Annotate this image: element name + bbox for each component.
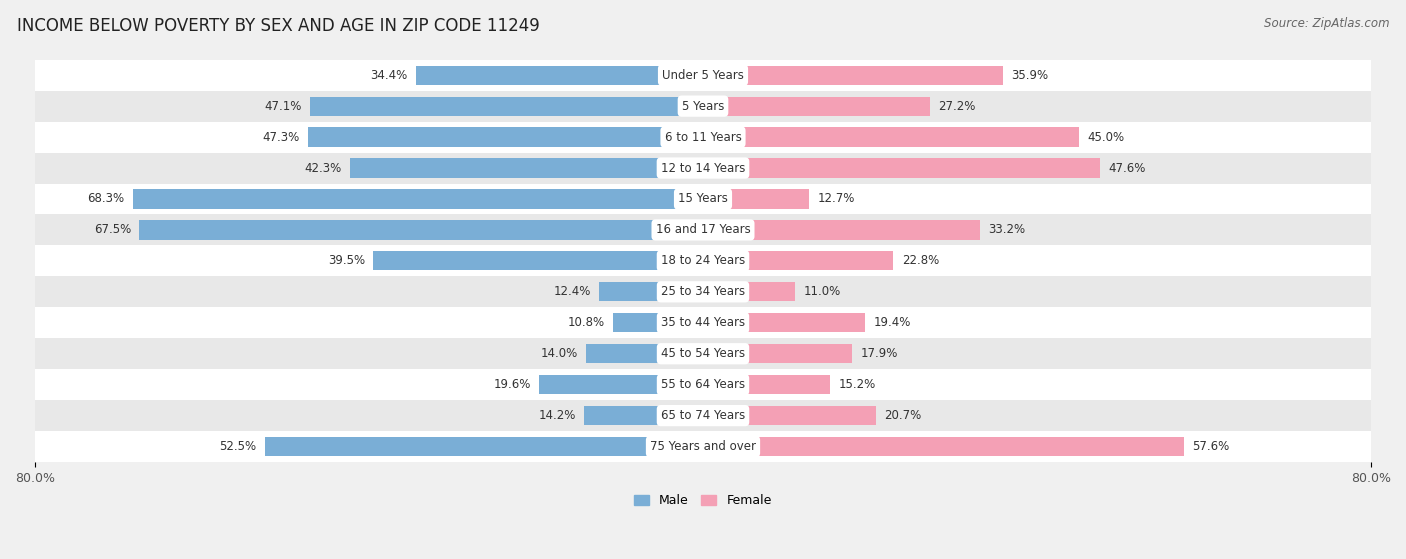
Text: 15 Years: 15 Years (678, 192, 728, 206)
Text: 39.5%: 39.5% (328, 254, 364, 267)
Bar (35, 369, 1371, 400)
Bar (703, 97, 931, 116)
Text: 35.9%: 35.9% (1011, 69, 1049, 82)
Bar (35, 338, 1371, 369)
Bar (703, 437, 1184, 456)
Text: 35 to 44 Years: 35 to 44 Years (661, 316, 745, 329)
Bar (308, 127, 703, 146)
Bar (139, 220, 703, 239)
Bar (703, 65, 1002, 85)
Bar (373, 252, 703, 271)
Bar (35, 245, 1371, 276)
Text: 75 Years and over: 75 Years and over (650, 440, 756, 453)
Text: 15.2%: 15.2% (838, 378, 876, 391)
Bar (264, 437, 703, 456)
Bar (35, 183, 1371, 215)
Text: 47.6%: 47.6% (1109, 162, 1146, 174)
Bar (35, 276, 1371, 307)
Bar (35, 307, 1371, 338)
Text: 22.8%: 22.8% (901, 254, 939, 267)
Bar (703, 158, 1101, 178)
Text: 10.8%: 10.8% (568, 316, 605, 329)
Bar (613, 313, 703, 333)
Legend: Male, Female: Male, Female (630, 489, 776, 512)
Text: 12.4%: 12.4% (554, 285, 591, 299)
Text: 19.6%: 19.6% (494, 378, 531, 391)
Bar (132, 190, 703, 209)
Text: 17.9%: 17.9% (860, 347, 898, 360)
Bar (599, 282, 703, 301)
Text: 47.1%: 47.1% (264, 100, 301, 113)
Text: 68.3%: 68.3% (87, 192, 124, 206)
Text: 33.2%: 33.2% (988, 224, 1026, 236)
Text: 57.6%: 57.6% (1192, 440, 1230, 453)
Text: Source: ZipAtlas.com: Source: ZipAtlas.com (1264, 17, 1389, 30)
Bar (35, 400, 1371, 431)
Bar (703, 190, 808, 209)
Text: 18 to 24 Years: 18 to 24 Years (661, 254, 745, 267)
Text: 14.2%: 14.2% (538, 409, 576, 422)
Bar (35, 431, 1371, 462)
Bar (586, 344, 703, 363)
Bar (35, 215, 1371, 245)
Text: 5 Years: 5 Years (682, 100, 724, 113)
Bar (35, 122, 1371, 153)
Bar (703, 282, 794, 301)
Text: 45 to 54 Years: 45 to 54 Years (661, 347, 745, 360)
Text: 12.7%: 12.7% (817, 192, 855, 206)
Text: 52.5%: 52.5% (219, 440, 256, 453)
Bar (35, 60, 1371, 91)
Text: 47.3%: 47.3% (263, 131, 299, 144)
Bar (703, 252, 893, 271)
Bar (585, 406, 703, 425)
Text: 34.4%: 34.4% (370, 69, 408, 82)
Text: INCOME BELOW POVERTY BY SEX AND AGE IN ZIP CODE 11249: INCOME BELOW POVERTY BY SEX AND AGE IN Z… (17, 17, 540, 35)
Bar (703, 375, 830, 394)
Text: 11.0%: 11.0% (803, 285, 841, 299)
Text: 6 to 11 Years: 6 to 11 Years (665, 131, 741, 144)
Bar (416, 65, 703, 85)
Text: 65 to 74 Years: 65 to 74 Years (661, 409, 745, 422)
Bar (703, 313, 865, 333)
Text: 67.5%: 67.5% (94, 224, 131, 236)
Bar (703, 127, 1078, 146)
Bar (703, 220, 980, 239)
Bar (35, 91, 1371, 122)
Bar (35, 153, 1371, 183)
Bar (703, 406, 876, 425)
Text: Under 5 Years: Under 5 Years (662, 69, 744, 82)
Bar (350, 158, 703, 178)
Bar (540, 375, 703, 394)
Text: 42.3%: 42.3% (304, 162, 342, 174)
Bar (309, 97, 703, 116)
Text: 55 to 64 Years: 55 to 64 Years (661, 378, 745, 391)
Text: 19.4%: 19.4% (873, 316, 911, 329)
Text: 27.2%: 27.2% (938, 100, 976, 113)
Text: 25 to 34 Years: 25 to 34 Years (661, 285, 745, 299)
Bar (703, 344, 852, 363)
Text: 16 and 17 Years: 16 and 17 Years (655, 224, 751, 236)
Text: 20.7%: 20.7% (884, 409, 921, 422)
Text: 14.0%: 14.0% (540, 347, 578, 360)
Text: 12 to 14 Years: 12 to 14 Years (661, 162, 745, 174)
Text: 45.0%: 45.0% (1087, 131, 1125, 144)
